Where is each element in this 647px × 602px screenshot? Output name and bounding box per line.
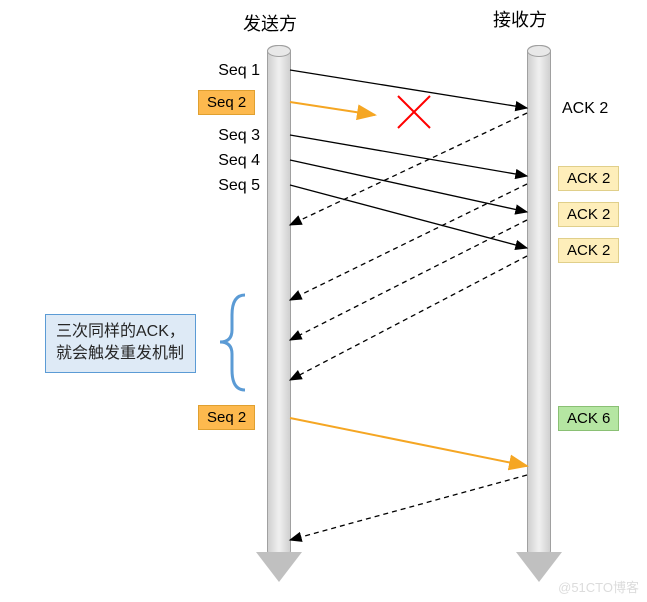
arrow-ack6 bbox=[290, 475, 527, 540]
receiver-cap bbox=[527, 45, 551, 57]
arrow-ack2-1 bbox=[290, 113, 527, 225]
arrow-seq2-retx bbox=[290, 418, 527, 466]
receiver-header: 接收方 bbox=[493, 6, 547, 32]
seq-label-box: Seq 2 bbox=[198, 405, 255, 430]
ack-label-box: ACK 2 bbox=[558, 166, 619, 191]
arrow-ack2-3 bbox=[290, 220, 527, 340]
arrow-ack2-2 bbox=[290, 184, 527, 300]
ack-label-box: ACK 6 bbox=[558, 406, 619, 431]
seq-label-box: Seq 2 bbox=[198, 90, 255, 115]
seq-label: Seq 4 bbox=[200, 152, 260, 170]
sender-timeline bbox=[267, 45, 291, 557]
ack-label: ACK 2 bbox=[562, 100, 608, 118]
note-line2: 就会触发重发机制 bbox=[56, 345, 184, 362]
ack-label-box: ACK 2 bbox=[558, 202, 619, 227]
arrow-seq3 bbox=[290, 135, 527, 176]
seq-label: Seq 5 bbox=[200, 177, 260, 195]
arrow-seq2-lost bbox=[290, 102, 375, 115]
ack-label-box: ACK 2 bbox=[558, 238, 619, 263]
retransmit-note: 三次同样的ACK， 就会触发重发机制 bbox=[45, 314, 196, 373]
arrow-seq4 bbox=[290, 160, 527, 212]
sender-header: 发送方 bbox=[243, 10, 297, 36]
note-brace bbox=[220, 295, 245, 390]
arrow-seq1 bbox=[290, 70, 527, 108]
seq-label: Seq 3 bbox=[200, 127, 260, 145]
arrow-ack2-4 bbox=[290, 256, 527, 380]
watermark: @51CTO博客 bbox=[558, 577, 639, 596]
sender-cap bbox=[267, 45, 291, 57]
seq-label: Seq 1 bbox=[200, 62, 260, 80]
receiver-timeline bbox=[527, 45, 551, 557]
note-line1: 三次同样的ACK， bbox=[56, 323, 185, 340]
lost-x-icon bbox=[398, 96, 430, 128]
arrow-seq5 bbox=[290, 185, 527, 248]
